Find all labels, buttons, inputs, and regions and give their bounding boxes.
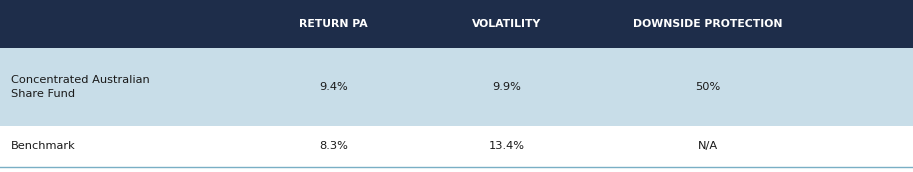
Text: 9.9%: 9.9% bbox=[492, 82, 521, 92]
Text: Benchmark: Benchmark bbox=[11, 141, 76, 151]
Bar bbox=[0, 48, 913, 126]
Bar bbox=[0, 126, 913, 167]
Text: RETURN PA: RETURN PA bbox=[299, 19, 368, 29]
Bar bbox=[0, 0, 913, 48]
Text: 13.4%: 13.4% bbox=[488, 141, 525, 151]
Text: VOLATILITY: VOLATILITY bbox=[472, 19, 541, 29]
Text: 8.3%: 8.3% bbox=[319, 141, 348, 151]
Text: Concentrated Australian
Share Fund: Concentrated Australian Share Fund bbox=[11, 75, 150, 99]
Text: N/A: N/A bbox=[698, 141, 718, 151]
Text: 50%: 50% bbox=[695, 82, 720, 92]
Text: 9.4%: 9.4% bbox=[319, 82, 348, 92]
Text: DOWNSIDE PROTECTION: DOWNSIDE PROTECTION bbox=[633, 19, 782, 29]
